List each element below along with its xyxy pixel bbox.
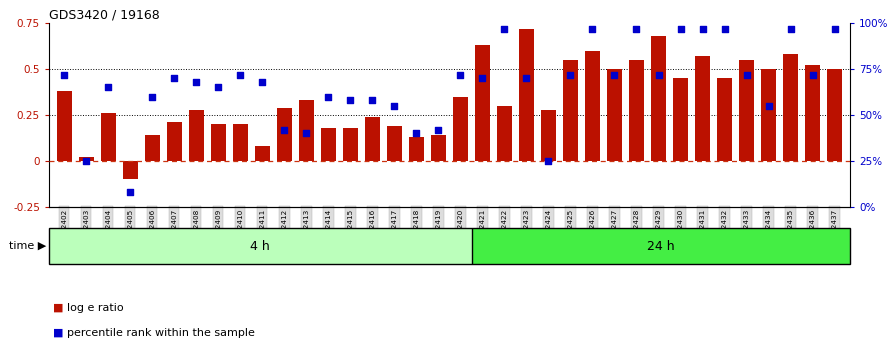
- Point: [629, 26, 643, 32]
- Bar: [498, 106, 512, 161]
- Bar: [740, 60, 754, 161]
- Point: [674, 26, 688, 32]
- Bar: [49, 228, 472, 264]
- Bar: [233, 124, 247, 161]
- Bar: [387, 126, 401, 161]
- Bar: [607, 69, 621, 161]
- Point: [453, 72, 467, 78]
- Point: [365, 97, 379, 103]
- Point: [299, 131, 313, 136]
- Text: GDS3420 / 19168: GDS3420 / 19168: [49, 9, 159, 22]
- Point: [695, 26, 709, 32]
- Point: [190, 79, 204, 85]
- Point: [432, 127, 446, 133]
- Point: [828, 26, 842, 32]
- Text: log e ratio: log e ratio: [67, 303, 124, 313]
- Text: ■: ■: [53, 328, 64, 338]
- Point: [123, 189, 137, 195]
- Point: [520, 75, 534, 81]
- Point: [278, 127, 292, 133]
- Point: [762, 103, 776, 109]
- Bar: [190, 109, 204, 161]
- Bar: [828, 69, 842, 161]
- Point: [475, 75, 490, 81]
- Point: [498, 26, 512, 32]
- Bar: [541, 109, 555, 161]
- Bar: [278, 108, 292, 161]
- Point: [563, 72, 578, 78]
- Bar: [299, 100, 313, 161]
- Point: [211, 85, 225, 90]
- Point: [145, 94, 159, 99]
- Bar: [695, 56, 709, 161]
- Bar: [717, 78, 732, 161]
- Bar: [145, 135, 159, 161]
- Point: [805, 72, 820, 78]
- Bar: [123, 161, 138, 179]
- Point: [321, 94, 336, 99]
- Point: [255, 79, 270, 85]
- Bar: [167, 122, 182, 161]
- Point: [79, 158, 93, 164]
- Bar: [101, 113, 116, 161]
- Point: [344, 97, 358, 103]
- Bar: [255, 146, 270, 161]
- Bar: [761, 69, 776, 161]
- Bar: [674, 78, 688, 161]
- Point: [57, 72, 71, 78]
- Bar: [651, 36, 666, 161]
- Bar: [211, 124, 225, 161]
- Point: [233, 72, 247, 78]
- Bar: [57, 91, 71, 161]
- Bar: [365, 117, 379, 161]
- Bar: [432, 135, 446, 161]
- Bar: [321, 128, 336, 161]
- Bar: [79, 158, 93, 161]
- Bar: [629, 60, 643, 161]
- Bar: [344, 128, 358, 161]
- Point: [651, 72, 666, 78]
- Point: [607, 72, 621, 78]
- Bar: [453, 97, 467, 161]
- Bar: [475, 45, 490, 161]
- Bar: [520, 29, 534, 161]
- Point: [740, 72, 754, 78]
- Text: 24 h: 24 h: [647, 240, 675, 252]
- Point: [409, 131, 424, 136]
- Text: 4 h: 4 h: [250, 240, 271, 252]
- Point: [783, 26, 797, 32]
- Point: [541, 158, 555, 164]
- Bar: [783, 54, 797, 161]
- Bar: [409, 137, 424, 161]
- Bar: [472, 228, 850, 264]
- Point: [101, 85, 116, 90]
- Text: time ▶: time ▶: [9, 241, 46, 251]
- Text: ■: ■: [53, 303, 64, 313]
- Text: percentile rank within the sample: percentile rank within the sample: [67, 328, 255, 338]
- Bar: [805, 65, 820, 161]
- Point: [387, 103, 401, 109]
- Bar: [586, 51, 600, 161]
- Point: [586, 26, 600, 32]
- Point: [717, 26, 732, 32]
- Bar: [563, 60, 578, 161]
- Point: [167, 75, 182, 81]
